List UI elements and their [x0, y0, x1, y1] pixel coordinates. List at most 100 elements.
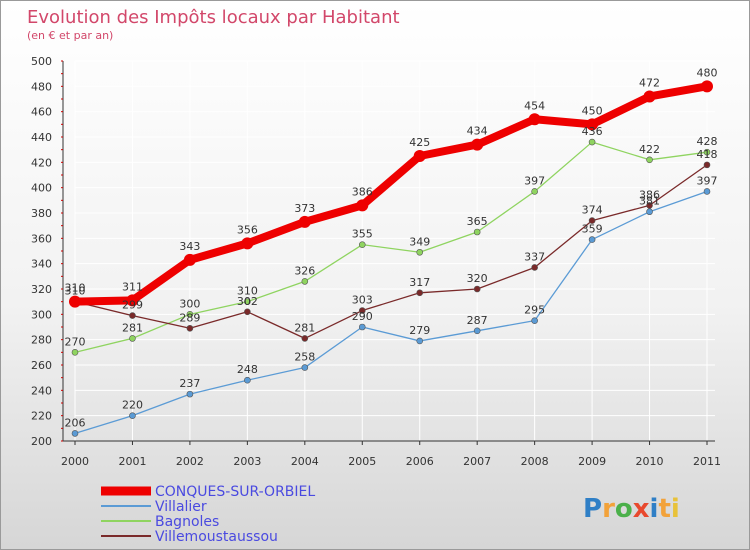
- proxiti-logo-text: Proxiti: [583, 494, 680, 524]
- data-point-s1: [588, 236, 596, 243]
- data-label-s1: 381: [639, 195, 660, 208]
- y-tick-label: 380: [31, 207, 52, 220]
- x-tick-label: 2000: [61, 455, 89, 468]
- data-point-s3: [703, 161, 711, 169]
- y-tick-label: 400: [31, 182, 52, 195]
- data-label-s0: 425: [409, 136, 430, 149]
- data-label-s0: 310: [65, 282, 86, 295]
- data-point-s2: [703, 148, 711, 156]
- data-label-s0: 480: [697, 66, 718, 79]
- data-label-s3: 289: [179, 311, 200, 324]
- proxiti-logo: Proxiti: [583, 494, 680, 524]
- series-line-0: [71, 82, 711, 306]
- data-label-s3: 310: [65, 285, 86, 298]
- x-tick-label: 2009: [578, 455, 606, 468]
- data-label-s3: 303: [352, 294, 373, 307]
- data-label-s0: 343: [179, 240, 200, 253]
- data-label-s2: 428: [697, 135, 718, 148]
- grid-layer: [74, 60, 715, 442]
- chart-subtitle: (en € et par an): [27, 29, 113, 42]
- legend-entry-0: CONQUES-SUR-ORBIEL: [155, 484, 315, 500]
- data-label-s2: 365: [467, 215, 488, 228]
- data-point-s3: [531, 264, 538, 271]
- data-label-s2: 300: [179, 297, 200, 310]
- data-point-s0: [471, 138, 484, 151]
- data-label-s0: 311: [122, 280, 143, 293]
- x-tick-label: 2002: [176, 455, 204, 468]
- logo-letter: x: [633, 494, 650, 524]
- data-point-s2: [301, 278, 309, 285]
- data-label-s1: 220: [122, 399, 143, 412]
- data-label-s3: 386: [639, 188, 660, 201]
- data-point-s1: [703, 188, 711, 195]
- data-point-s1: [531, 317, 538, 324]
- data-point-s2: [646, 156, 653, 164]
- data-label-s1: 206: [65, 416, 86, 429]
- data-point-s0: [356, 199, 369, 212]
- legend-entry-2: Bagnoles: [155, 514, 219, 530]
- y-tick-label: 300: [31, 308, 52, 321]
- data-point-s3: [186, 324, 194, 332]
- y-tick-label: 280: [31, 334, 52, 347]
- logo-letter: t: [658, 494, 670, 524]
- data-label-s1: 359: [582, 223, 603, 236]
- legend-entry-1: Villalier: [155, 499, 207, 515]
- x-tick-label: 2001: [118, 455, 146, 468]
- data-label-s2: 397: [524, 174, 545, 187]
- y-tick-label: 500: [31, 55, 52, 68]
- data-point-s0: [701, 80, 713, 93]
- data-point-s1: [244, 376, 251, 384]
- data-label-s2: 281: [122, 321, 143, 334]
- y-tick-label: 480: [31, 80, 52, 93]
- axis-layer: 200 220 240 260 280 300 320 340 360 380 400 420 440 4…: [31, 55, 721, 468]
- data-point-s0: [528, 113, 541, 126]
- chart-title: Evolution des Impôts locaux par Habitant: [27, 7, 400, 28]
- y-tick-label: 440: [31, 131, 52, 144]
- data-point-s0: [413, 150, 426, 162]
- data-point-s1: [358, 323, 366, 331]
- data-point-s1: [416, 337, 424, 345]
- logo-letter: o: [615, 494, 633, 524]
- logo-letter: P: [583, 494, 602, 524]
- data-label-s2: 355: [352, 228, 373, 241]
- y-tick-label: 200: [31, 435, 52, 448]
- x-tick-label: 2007: [463, 455, 491, 468]
- y-tick-label: 460: [31, 106, 52, 119]
- data-label-s0: 434: [467, 125, 488, 138]
- data-point-s0: [183, 253, 196, 266]
- data-point-s2: [531, 188, 538, 195]
- data-point-s1: [186, 390, 194, 398]
- data-point-s3: [244, 308, 251, 316]
- data-label-s0: 373: [294, 202, 315, 215]
- series-line-1: [74, 190, 708, 435]
- data-point-s2: [473, 228, 481, 236]
- data-point-s0: [69, 295, 81, 308]
- data-point-s0: [298, 215, 311, 228]
- data-label-layer: 206 220 237 248 258 290 279 287 295 359 381 397 270 2…: [65, 66, 718, 429]
- data-label-s1: 279: [409, 324, 430, 337]
- data-label-s3: 299: [122, 299, 143, 312]
- data-point-s1: [646, 208, 653, 216]
- data-label-s1: 295: [524, 304, 545, 317]
- data-point-s2: [129, 335, 136, 342]
- y-tick-label: 360: [31, 232, 52, 245]
- data-point-s2: [416, 248, 424, 256]
- data-point-s2: [71, 349, 79, 356]
- x-tick-label: 2005: [348, 455, 376, 468]
- data-point-s2: [358, 241, 366, 248]
- data-point-s2: [244, 298, 251, 305]
- x-tick-label: 2011: [693, 455, 721, 468]
- data-label-s3: 281: [294, 321, 315, 334]
- data-point-s3: [588, 217, 596, 224]
- logo-letter: i: [671, 494, 680, 524]
- data-label-s1: 397: [697, 174, 718, 187]
- data-label-s3: 302: [237, 295, 258, 308]
- x-tick-label: 2010: [636, 455, 664, 468]
- x-tick-label: 2003: [233, 455, 261, 468]
- data-label-s1: 290: [352, 310, 373, 323]
- data-label-s1: 258: [294, 351, 315, 364]
- y-tick-label: 320: [31, 283, 52, 296]
- legend: CONQUES-SUR-ORBIELVillalierBagnolesVille…: [101, 484, 315, 545]
